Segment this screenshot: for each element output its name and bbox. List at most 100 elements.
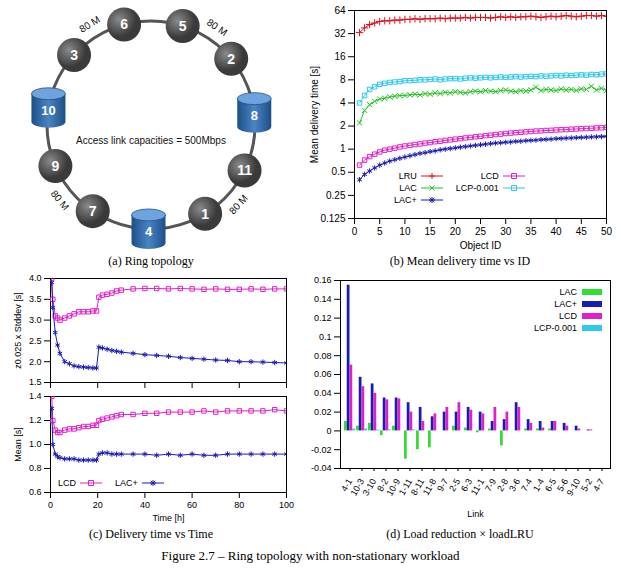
svg-text:1.5: 1.5	[29, 377, 42, 387]
svg-text:0.06: 0.06	[314, 369, 332, 379]
svg-text:40: 40	[551, 226, 563, 237]
svg-text:Link: Link	[467, 509, 484, 519]
svg-text:15: 15	[425, 226, 437, 237]
svg-text:z0.025 x Stddev [s]: z0.025 x Stddev [s]	[13, 292, 23, 369]
svg-text:100: 100	[279, 500, 294, 510]
svg-text:2: 2	[227, 51, 235, 67]
svg-text:4: 4	[145, 224, 153, 239]
svg-text:1-4: 1-4	[531, 476, 547, 494]
svg-text:3-10: 3-10	[360, 476, 379, 498]
svg-text:4-7: 4-7	[591, 477, 606, 493]
svg-text:1.0: 1.0	[29, 439, 42, 449]
svg-text:6-5: 6-5	[543, 476, 559, 494]
svg-text:1: 1	[201, 206, 209, 222]
svg-text:64: 64	[334, 5, 346, 16]
svg-text:-0.02: -0.02	[311, 445, 332, 455]
svg-text:32: 32	[334, 28, 346, 39]
svg-text:0.8: 0.8	[29, 463, 42, 473]
svg-text:0: 0	[48, 500, 53, 510]
svg-text:0.1: 0.1	[319, 332, 332, 342]
svg-text:80 M: 80 M	[227, 192, 250, 216]
svg-text:45: 45	[576, 226, 588, 237]
svg-text:11-1: 11-1	[468, 476, 487, 497]
svg-text:35: 35	[525, 226, 537, 237]
svg-text:8-11: 8-11	[408, 476, 427, 497]
svg-text:9-10: 9-10	[564, 476, 583, 498]
svg-text:40: 40	[140, 500, 150, 510]
svg-text:Mean [s]: Mean [s]	[13, 427, 23, 462]
svg-text:4-1: 4-1	[339, 476, 355, 494]
svg-text:30: 30	[500, 226, 512, 237]
svg-text:2.5: 2.5	[29, 336, 42, 346]
svg-text:0.25: 0.25	[326, 190, 346, 201]
svg-text:Object ID: Object ID	[460, 240, 502, 251]
svg-text:3: 3	[70, 47, 78, 63]
svg-text:10-3: 10-3	[348, 476, 367, 498]
svg-text:2-8: 2-8	[495, 476, 511, 494]
svg-text:11: 11	[237, 162, 252, 178]
svg-text:0.12: 0.12	[314, 313, 332, 323]
svg-text:10: 10	[399, 226, 411, 237]
svg-text:0: 0	[352, 226, 358, 237]
svg-text:7: 7	[89, 203, 97, 219]
html-text:(c) Delivery time vs Time: (c) Delivery time vs Time	[89, 527, 213, 541]
svg-text:5: 5	[377, 226, 383, 237]
svg-text:2-5: 2-5	[447, 476, 463, 494]
svg-text:Access link capacities = 500Mb: Access link capacities = 500Mbps	[76, 135, 226, 146]
svg-text:3.5: 3.5	[29, 294, 42, 304]
svg-text:5: 5	[179, 18, 187, 34]
svg-text:1.4: 1.4	[29, 391, 42, 401]
svg-text:0.5: 0.5	[332, 166, 346, 177]
svg-text:1: 1	[340, 143, 346, 154]
svg-text:16: 16	[334, 51, 346, 62]
svg-text:0.04: 0.04	[314, 388, 332, 398]
svg-text:3.0: 3.0	[29, 315, 42, 325]
svg-text:Mean delivery time [s]: Mean delivery time [s]	[309, 66, 320, 163]
svg-text:1.2: 1.2	[29, 415, 42, 425]
html-text:(b) Mean delivery time vs ID: (b) Mean delivery time vs ID	[389, 254, 531, 268]
svg-text:7-4: 7-4	[519, 476, 535, 494]
svg-text:3-6: 3-6	[507, 476, 523, 494]
svg-text:0.14: 0.14	[314, 294, 332, 304]
svg-text:6: 6	[120, 16, 128, 32]
html-text:Figure 2.7 – Ring topology wit: Figure 2.7 – Ring topology with non-stat…	[161, 548, 460, 563]
svg-text:8: 8	[340, 74, 346, 85]
svg-text:1-11: 1-11	[396, 476, 415, 497]
svg-text:25: 25	[475, 226, 487, 237]
svg-text:80 M: 80 M	[77, 14, 102, 35]
svg-text:50: 50	[601, 226, 613, 237]
svg-text:4.0: 4.0	[29, 273, 42, 283]
svg-text:0.16: 0.16	[314, 275, 332, 285]
svg-text:80: 80	[234, 500, 244, 510]
svg-text:0.6: 0.6	[29, 487, 42, 497]
svg-text:-0.04: -0.04	[311, 463, 332, 473]
html-text:LCD: LCD	[480, 171, 499, 181]
svg-text:0.02: 0.02	[314, 407, 332, 417]
html-text:(a) Ring topology: (a) Ring topology	[108, 254, 194, 268]
svg-text:0: 0	[326, 426, 331, 436]
svg-text:9-7: 9-7	[435, 476, 451, 494]
svg-text:60: 60	[187, 500, 197, 510]
svg-text:4: 4	[340, 97, 346, 108]
html-text:(d) Load reduction × loadLRU: (d) Load reduction × loadLRU	[386, 527, 534, 541]
svg-text:20: 20	[93, 500, 103, 510]
svg-text:10-9: 10-9	[384, 476, 403, 498]
svg-text:80 M: 80 M	[205, 16, 230, 38]
svg-text:5-2: 5-2	[579, 476, 595, 494]
svg-text:80 M: 80 M	[49, 188, 72, 212]
svg-text:8-2: 8-2	[375, 476, 391, 494]
svg-text:9: 9	[51, 158, 59, 174]
svg-text:10: 10	[41, 103, 55, 118]
svg-text:20: 20	[450, 226, 462, 237]
html-text:LRU: LRU	[398, 171, 417, 181]
svg-text:7-9: 7-9	[483, 476, 499, 494]
svg-text:6-3: 6-3	[459, 476, 475, 494]
svg-text:11-8: 11-8	[420, 476, 439, 497]
svg-text:0.08: 0.08	[314, 351, 332, 361]
svg-text:2.0: 2.0	[29, 357, 42, 367]
svg-text:2: 2	[340, 120, 346, 131]
svg-text:5-6: 5-6	[555, 476, 571, 494]
svg-text:Time [h]: Time [h]	[152, 513, 184, 523]
svg-text:0.125: 0.125	[320, 213, 345, 224]
svg-text:8: 8	[251, 108, 258, 123]
